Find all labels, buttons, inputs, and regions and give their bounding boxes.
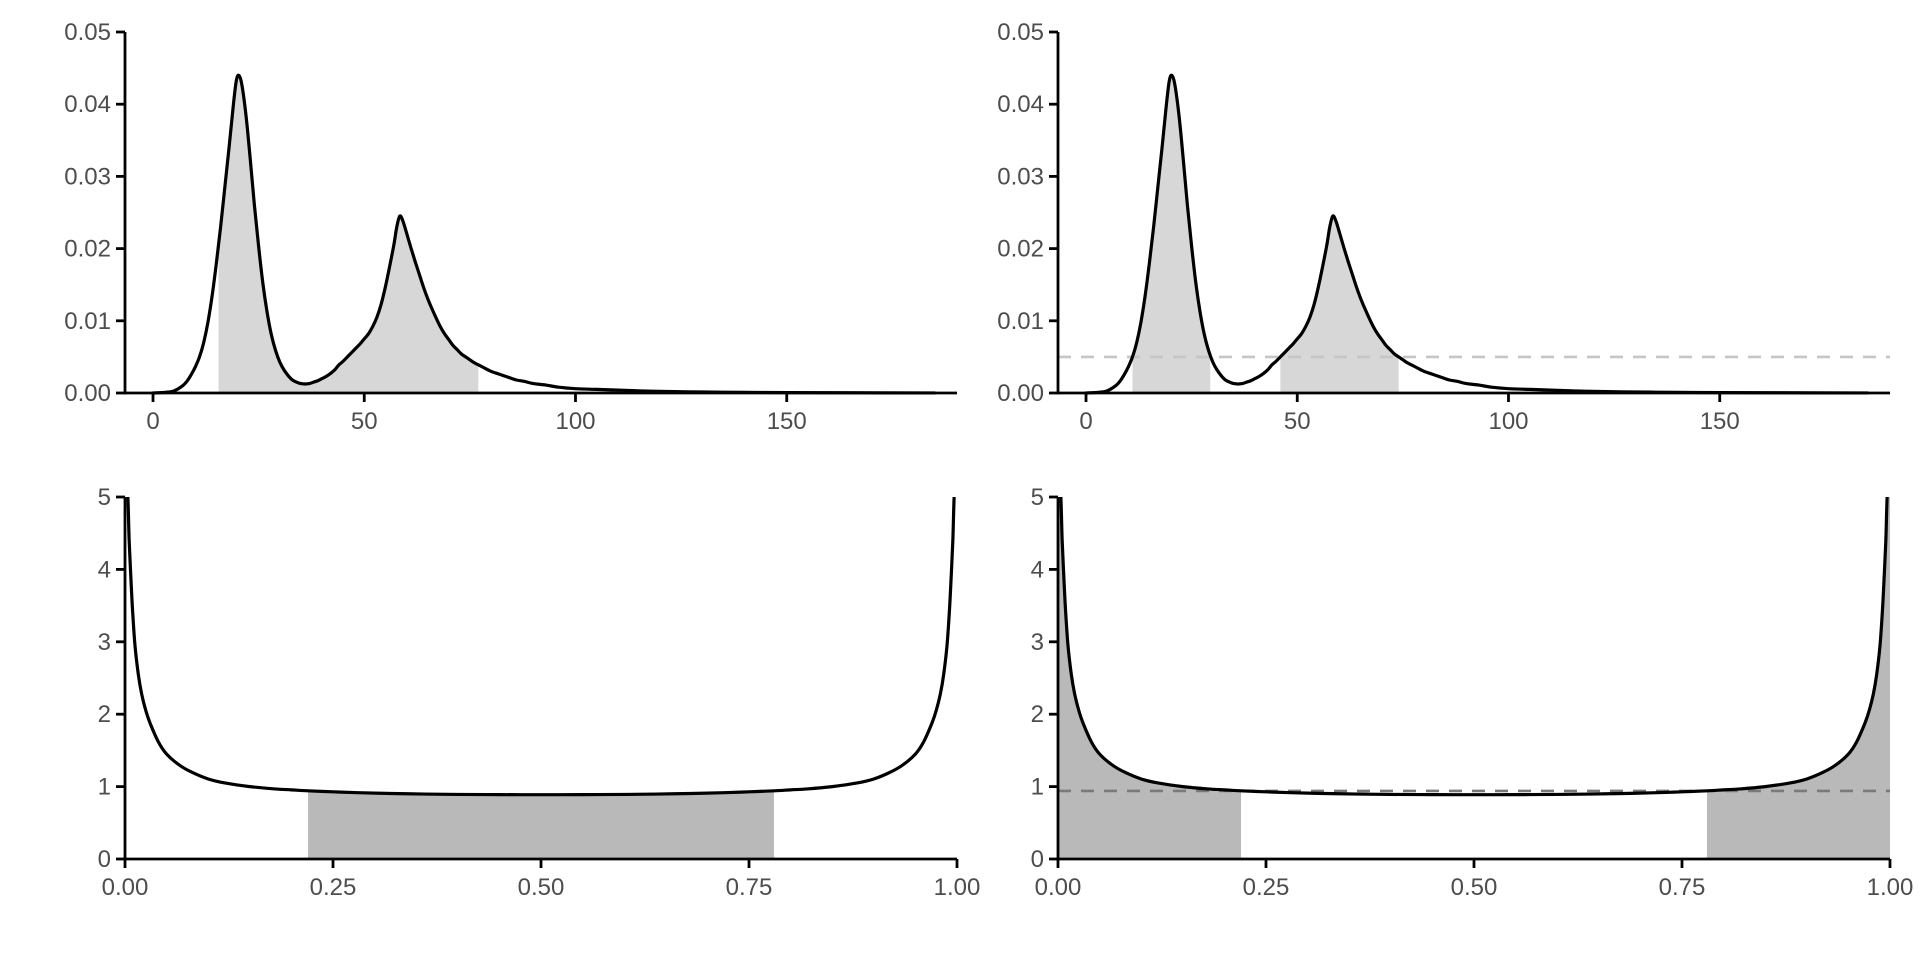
y-axis-tick-label-bottom-left: 2 [98, 701, 111, 728]
y-axis-tick-label-top-left: 0.00 [64, 380, 111, 407]
density-panel-top-right: 0 50 100 150 0.00 0.01 0.02 0.03 0.04 0.05 [997, 19, 1890, 435]
x-axis-tick-label-bottom-left: 0.00 [102, 874, 149, 901]
y-axis-tick-label-bottom-left: 0 [98, 846, 111, 873]
density-curve-top-left [151, 73, 937, 395]
x-axis-tick-label-top-left: 100 [555, 408, 595, 435]
y-axis-tick-label-top-right: 0.03 [997, 163, 1044, 190]
y-axis-tick-label-bottom-left: 3 [98, 629, 111, 656]
x-axis-tick-label-bottom-left: 0.75 [726, 874, 773, 901]
x-axis-tick-label-bottom-left: 0.50 [518, 874, 565, 901]
y-axis-tick-label-bottom-right: 5 [1031, 484, 1044, 511]
y-axis-tick-label-bottom-right: 2 [1031, 701, 1044, 728]
density-curve-top-right [1084, 73, 1870, 395]
y-axis-tick-label-bottom-right: 0 [1031, 846, 1044, 873]
credible-interval-fill-top-right-1 [1132, 75, 1211, 393]
y-axis-tick-label-bottom-right: 3 [1031, 629, 1044, 656]
panel-plot-area-bottom-left [126, 497, 956, 859]
credible-interval-fill-bottom-right-1 [1058, 497, 1242, 859]
y-axis-tick-label-top-right: 0.04 [997, 91, 1044, 118]
density-panel-bottom-left: 0.00 0.25 0.50 0.75 1.00 0 1 2 3 4 5 [98, 484, 981, 901]
x-axis-tick-label-bottom-left: 0.25 [310, 874, 357, 901]
x-axis-tick-label-bottom-right: 0.50 [1451, 874, 1498, 901]
credible-interval-fill-bottom-left-1 [308, 790, 774, 859]
y-axis-tick-label-bottom-left: 5 [98, 484, 111, 511]
x-axis-tick-label-top-right: 0 [1079, 408, 1092, 435]
credible-interval-fill-bottom-right-2 [1706, 497, 1890, 859]
credible-interval-fill-top-right-2 [1280, 215, 1399, 393]
density-panel-top-left: 0 50 100 150 0.00 0.01 0.02 0.03 0.04 0.05 [64, 19, 957, 435]
y-axis-tick-label-bottom-right: 1 [1031, 774, 1044, 801]
panel-plot-area-top-right [1058, 73, 1890, 395]
y-axis-tick-label-top-left: 0.04 [64, 91, 111, 118]
x-axis-tick-label-top-right: 100 [1488, 408, 1528, 435]
x-axis-tick-label-top-left: 50 [351, 408, 378, 435]
y-axis-tick-label-top-left: 0.01 [64, 308, 111, 335]
x-axis-tick-label-top-right: 50 [1284, 408, 1311, 435]
y-axis-tick-label-top-left: 0.03 [64, 163, 111, 190]
x-axis-tick-label-bottom-right: 1.00 [1867, 874, 1914, 901]
credible-interval-fill-top-left-1 [218, 75, 479, 393]
x-axis-tick-label-top-left: 0 [146, 408, 159, 435]
panel-plot-area-top-left [151, 73, 937, 395]
y-axis-tick-label-top-right: 0.00 [997, 380, 1044, 407]
y-axis-tick-label-top-left: 0.05 [64, 19, 111, 46]
x-axis-tick-label-bottom-right: 0.25 [1243, 874, 1290, 901]
y-axis-tick-label-top-left: 0.02 [64, 236, 111, 263]
x-axis-tick-label-top-left: 150 [767, 408, 807, 435]
x-axis-tick-label-bottom-left: 1.00 [934, 874, 981, 901]
y-axis-tick-label-top-right: 0.05 [997, 19, 1044, 46]
density-curve-bottom-left [126, 497, 956, 797]
panel-plot-area-bottom-right [1058, 497, 1890, 859]
x-axis-tick-label-bottom-right: 0.75 [1659, 874, 1706, 901]
y-axis-tick-label-bottom-right: 4 [1031, 556, 1044, 583]
x-axis-tick-label-bottom-right: 0.00 [1035, 874, 1082, 901]
y-axis-tick-label-top-right: 0.02 [997, 236, 1044, 263]
density-curve-bottom-right [1059, 497, 1889, 797]
density-panel-bottom-right: 0.00 0.25 0.50 0.75 1.00 0 1 2 3 4 5 [1031, 484, 1914, 901]
x-axis-tick-label-top-right: 150 [1700, 408, 1740, 435]
y-axis-tick-label-bottom-left: 4 [98, 556, 111, 583]
y-axis-tick-label-top-right: 0.01 [997, 308, 1044, 335]
y-axis-tick-label-bottom-left: 1 [98, 774, 111, 801]
